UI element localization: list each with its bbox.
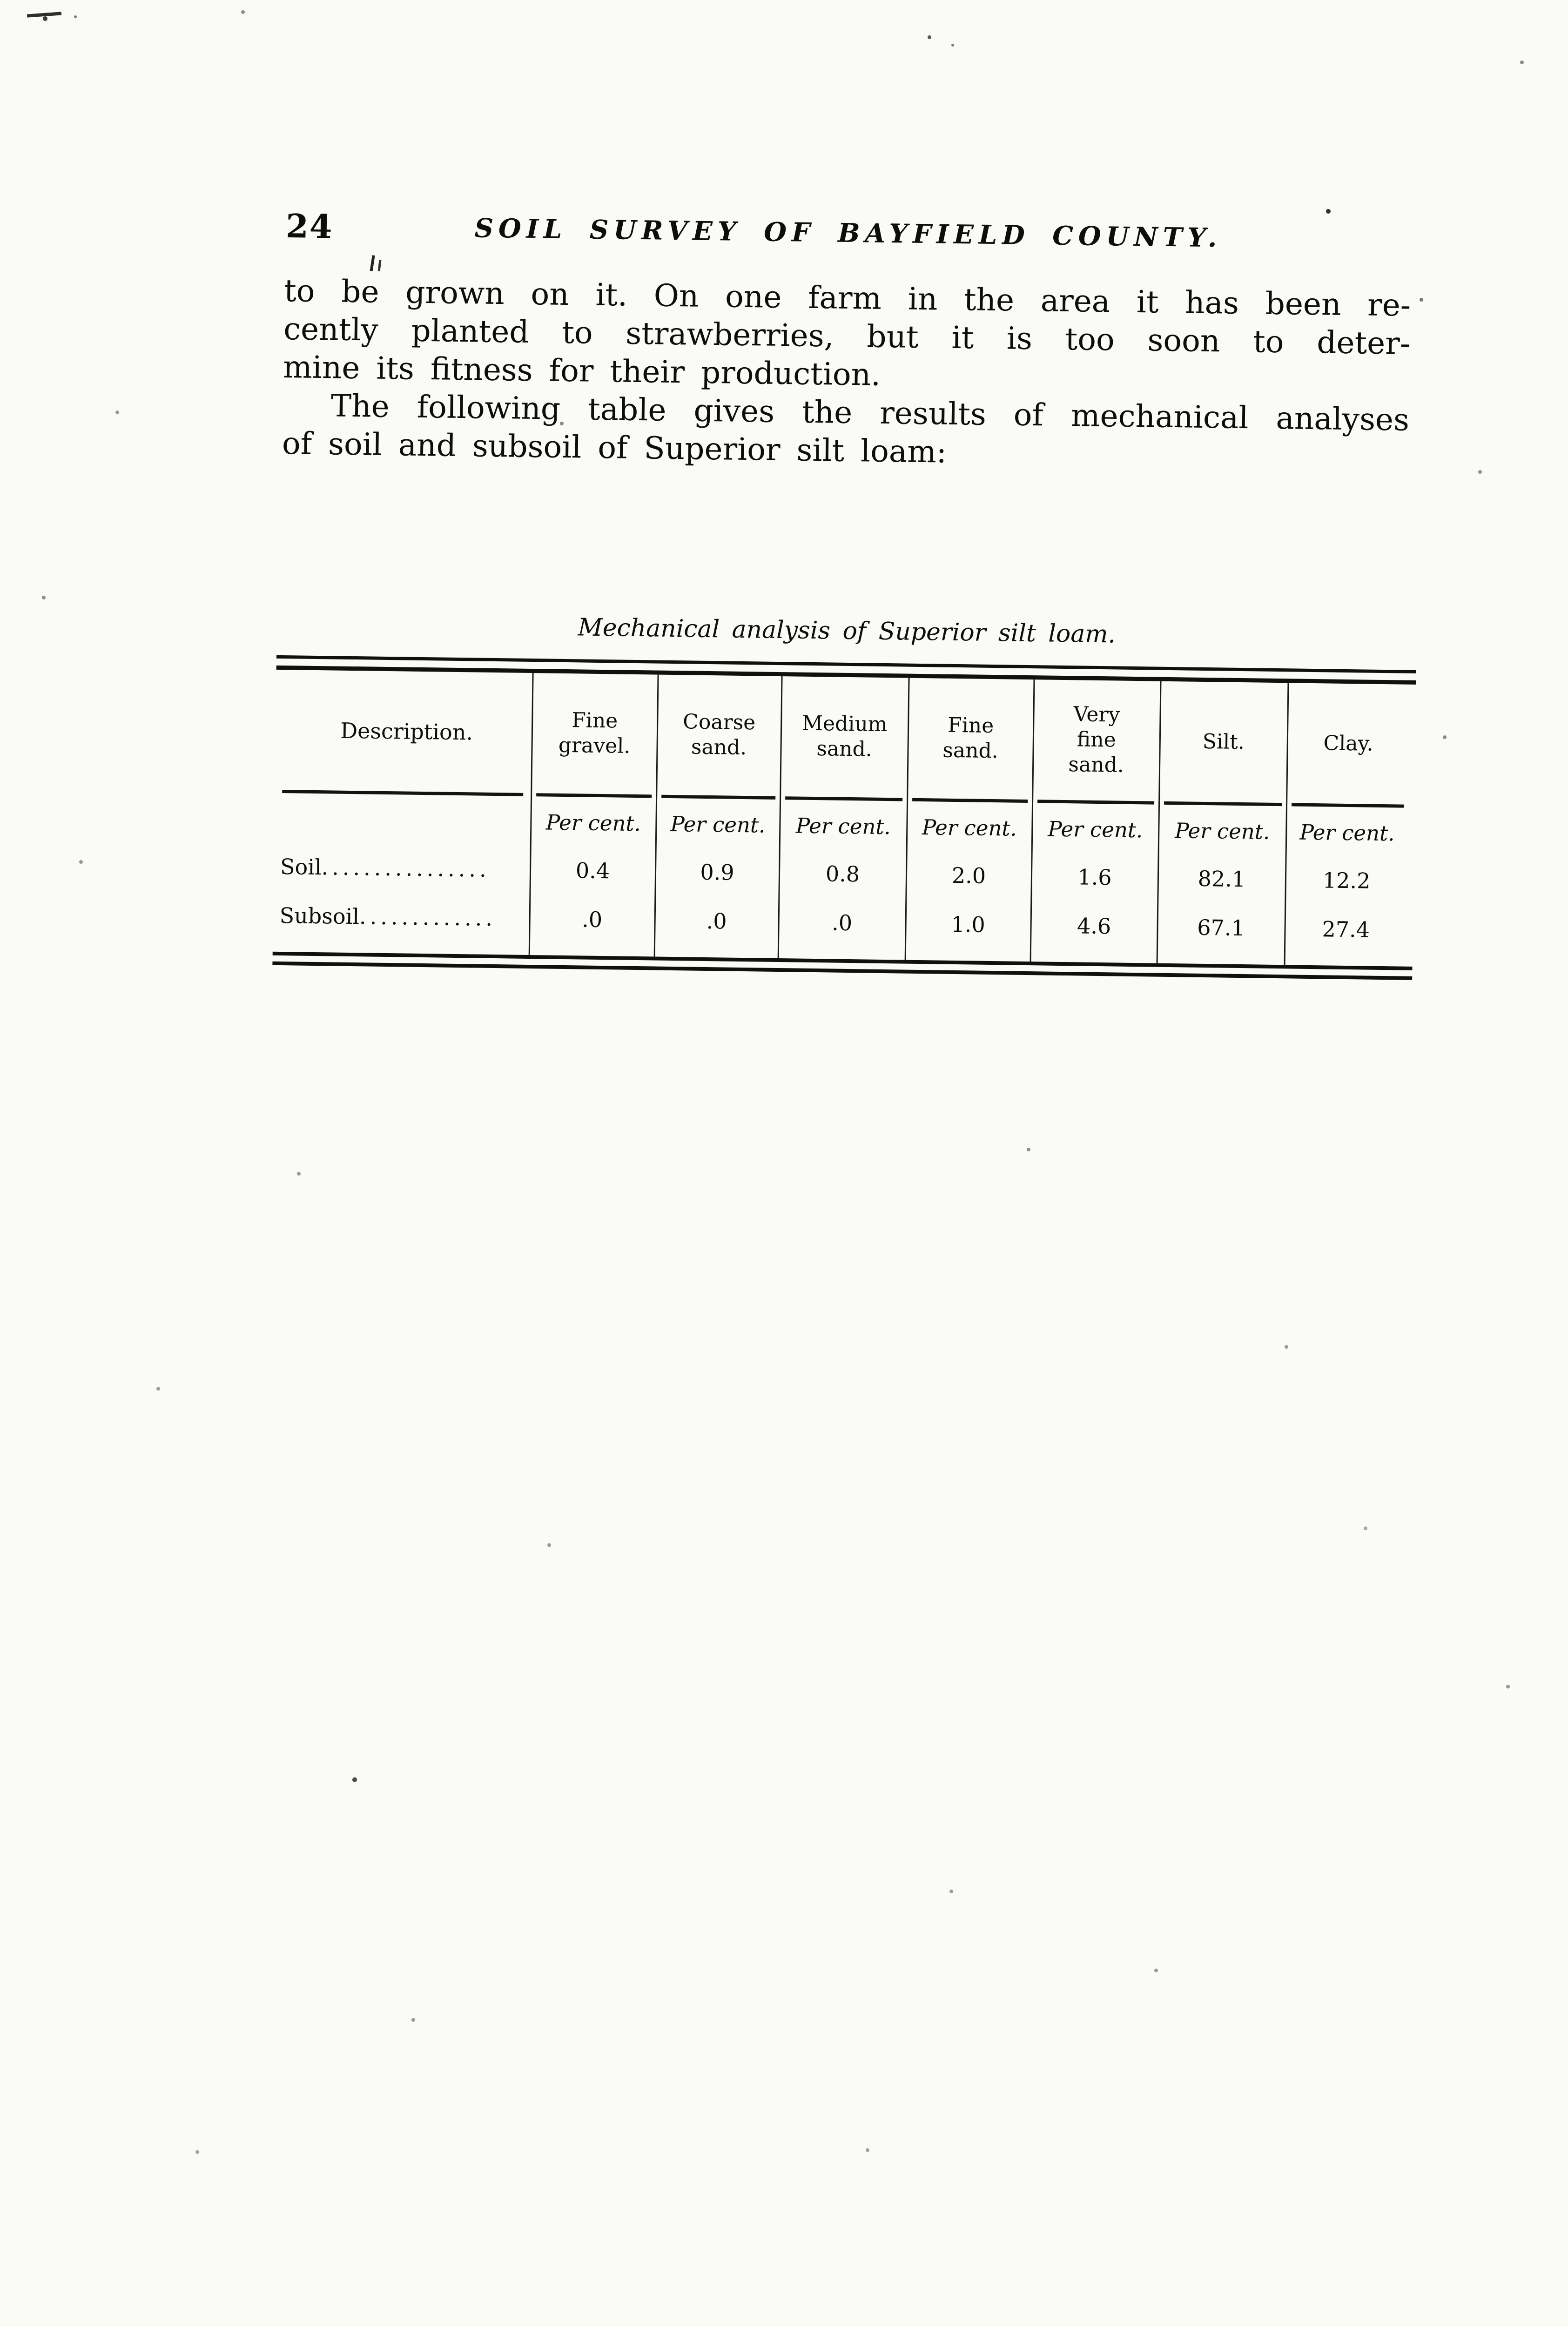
col-header-label: Fine sand.	[942, 713, 999, 763]
col-header-fine-sand: Fine sand.	[907, 678, 1034, 799]
value-cell: 0.9	[655, 848, 780, 896]
unit-cell: Per cent.	[906, 801, 1033, 854]
col-header-clay: Clay.	[1286, 683, 1410, 804]
col-header-very-fine-sand: Very fine sand.	[1032, 679, 1161, 800]
value-cell: 82.1	[1157, 855, 1286, 903]
value-cell: 1.6	[1031, 854, 1158, 901]
scan-noise	[0, 0, 2, 2]
row-label: Soil	[280, 854, 322, 880]
value-cell: .0	[654, 894, 779, 948]
col-header-label: Coarse sand.	[682, 710, 756, 760]
unit-cell-empty	[281, 794, 531, 847]
dot-leader: ................	[321, 854, 491, 882]
unit-cell: Per cent.	[1158, 805, 1287, 857]
unit-cell: Per cent.	[530, 797, 657, 849]
value-cell: 1.0	[905, 897, 1031, 952]
value-cell: 67.1	[1157, 901, 1285, 955]
unit-cell: Per cent.	[1285, 807, 1408, 859]
scan-artifact	[377, 260, 382, 271]
row-label-cell: Subsoil.............	[279, 889, 530, 945]
unit-cell: Per cent.	[655, 798, 781, 851]
col-header-silt: Silt.	[1159, 681, 1288, 802]
col-header-label: Medium sand.	[801, 711, 888, 761]
value-cell: .0	[529, 893, 655, 947]
col-header-fine-gravel: Fine gravel.	[531, 673, 658, 794]
unit-cell: Per cent.	[1031, 803, 1159, 855]
table-title: Mechanical analysis of Superior silt loa…	[578, 613, 1116, 649]
running-header: SOIL SURVEY OF BAYFIELD COUNTY.	[474, 213, 1222, 254]
unit-cell: Per cent.	[779, 800, 908, 852]
scan-artifact	[370, 255, 375, 271]
value-cell: 12.2	[1285, 857, 1407, 904]
mechanical-analysis-table: Description. Fine gravel. Coarse sand. M…	[272, 655, 1416, 980]
data-table: Description. Fine gravel. Coarse sand. M…	[279, 670, 1410, 967]
col-header-label: Description.	[340, 718, 473, 745]
row-label: Subsoil	[279, 902, 360, 929]
value-cell: 27.4	[1284, 902, 1407, 956]
value-cell: 4.6	[1030, 899, 1158, 953]
col-header-coarse-sand: Coarse sand.	[656, 674, 782, 796]
value-cell: 0.4	[530, 847, 656, 894]
col-header-medium-sand: Medium sand.	[780, 676, 909, 797]
value-cell: 2.0	[906, 852, 1032, 900]
col-header-label: Clay.	[1323, 731, 1373, 756]
dot-leader: .............	[359, 904, 497, 931]
col-header-label: Very fine sand.	[1068, 702, 1124, 777]
body-text: to be grown on it. On one farm in the ar…	[282, 272, 1411, 478]
col-header-label: Silt.	[1202, 730, 1245, 754]
value-cell: 0.8	[779, 850, 907, 898]
col-header-description: Description.	[281, 670, 532, 792]
col-header-label: Fine gravel.	[558, 708, 631, 758]
row-label-cell: Soil................	[280, 844, 530, 893]
header-row: Description. Fine gravel. Coarse sand. M…	[281, 670, 1410, 804]
value-cell: .0	[778, 896, 906, 950]
